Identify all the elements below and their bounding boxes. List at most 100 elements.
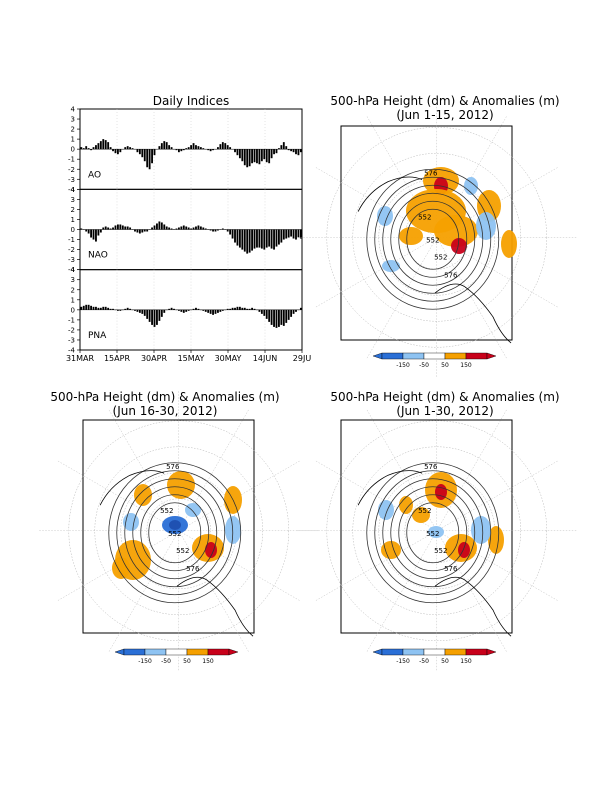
bar xyxy=(146,149,149,168)
bar xyxy=(119,224,122,230)
bar xyxy=(136,149,139,153)
indices-title: Daily Indices xyxy=(152,94,230,108)
height-contour xyxy=(366,168,500,310)
bar xyxy=(90,305,92,310)
bar xyxy=(80,228,83,230)
y-tick-label: 2 xyxy=(71,286,75,294)
index-strip-ao: 4 3 2 1 0 -1 -2 -3 -4 AO xyxy=(68,106,303,194)
bar xyxy=(241,307,244,310)
bar xyxy=(190,145,193,150)
bar xyxy=(136,229,139,233)
bar xyxy=(287,309,290,320)
bar xyxy=(268,149,271,164)
contour-label: 552 xyxy=(418,213,431,221)
bar xyxy=(182,309,185,313)
bar xyxy=(80,147,83,150)
bar xyxy=(243,149,246,166)
colorbar-swatch xyxy=(381,648,404,656)
bar xyxy=(170,307,173,310)
bar xyxy=(168,227,171,230)
map1-title-line2: (Jun 1-15, 2012) xyxy=(396,108,494,122)
bar xyxy=(280,229,283,243)
y-tick-label: -1 xyxy=(68,316,75,324)
bar xyxy=(109,147,112,150)
meridian-line xyxy=(436,409,507,531)
colorbar-swatch xyxy=(123,648,146,656)
bar xyxy=(202,309,205,311)
bar xyxy=(112,308,114,310)
bar xyxy=(95,229,97,242)
bar xyxy=(238,306,241,310)
bar xyxy=(212,309,214,315)
bar xyxy=(212,149,214,151)
meridian-line xyxy=(366,237,437,359)
colorbar-2: -150 -50 50 150 xyxy=(114,648,239,665)
y-tick-label: 4 xyxy=(71,186,76,194)
meridian-line xyxy=(436,530,559,601)
colorbar-swatch xyxy=(465,648,488,656)
bar xyxy=(146,229,149,232)
bar xyxy=(124,147,127,150)
anomaly-region xyxy=(399,496,413,514)
bar xyxy=(195,307,197,310)
y-tick-label: -3 xyxy=(68,256,75,264)
bar xyxy=(82,305,85,310)
map3-title-line2: (Jun 1-30, 2012) xyxy=(396,404,494,418)
colorbar-label: 150 xyxy=(202,658,214,665)
bar xyxy=(85,304,88,310)
colorbar-swatch xyxy=(381,352,404,360)
bar xyxy=(109,308,112,310)
y-tick-label: 2 xyxy=(71,206,75,214)
bar xyxy=(141,229,144,233)
bar xyxy=(270,309,273,325)
bar xyxy=(285,229,288,239)
colorbar-arrow xyxy=(228,648,239,656)
bar xyxy=(221,228,224,230)
bar xyxy=(212,229,214,232)
coastline xyxy=(357,470,512,637)
bar xyxy=(180,226,183,230)
bar xyxy=(229,147,232,150)
y-tick-label: 4 xyxy=(71,106,76,114)
meridian-line xyxy=(436,237,507,359)
y-tick-label: 1 xyxy=(71,296,75,304)
colorbar-label: 50 xyxy=(183,658,191,665)
bar xyxy=(292,229,295,239)
bar xyxy=(151,227,153,230)
meridian-line xyxy=(436,115,507,238)
bar xyxy=(138,309,141,313)
bar xyxy=(258,309,261,312)
bar xyxy=(241,229,244,250)
bar xyxy=(190,228,193,230)
bar xyxy=(260,229,263,249)
bar xyxy=(251,229,254,251)
meridian-line xyxy=(108,409,179,531)
height-contour xyxy=(140,494,210,572)
colorbar-arrow xyxy=(114,648,125,656)
y-tick-label: 0 xyxy=(71,306,75,314)
map3-title-line1: 500-hPa Height (dm) & Anomalies (m) xyxy=(330,390,560,404)
bar xyxy=(253,229,256,249)
bar xyxy=(129,147,132,150)
anomaly-region xyxy=(471,516,491,544)
meridian-line xyxy=(315,530,437,601)
anomaly-region xyxy=(169,520,181,530)
y-tick-label: -4 xyxy=(68,266,76,274)
bar xyxy=(87,304,90,310)
bar xyxy=(221,309,224,311)
latitude-circle xyxy=(326,420,548,642)
bar xyxy=(104,140,107,150)
bar xyxy=(234,149,236,153)
bar xyxy=(295,149,297,155)
bar xyxy=(282,309,285,326)
bar xyxy=(224,143,227,150)
bar xyxy=(138,149,141,155)
anomaly-region xyxy=(134,484,152,506)
bar xyxy=(209,229,212,231)
bar xyxy=(126,226,129,230)
anomaly-region xyxy=(112,557,130,579)
bar xyxy=(175,228,178,230)
bar xyxy=(116,224,119,230)
contour-label: 576 xyxy=(166,463,180,471)
